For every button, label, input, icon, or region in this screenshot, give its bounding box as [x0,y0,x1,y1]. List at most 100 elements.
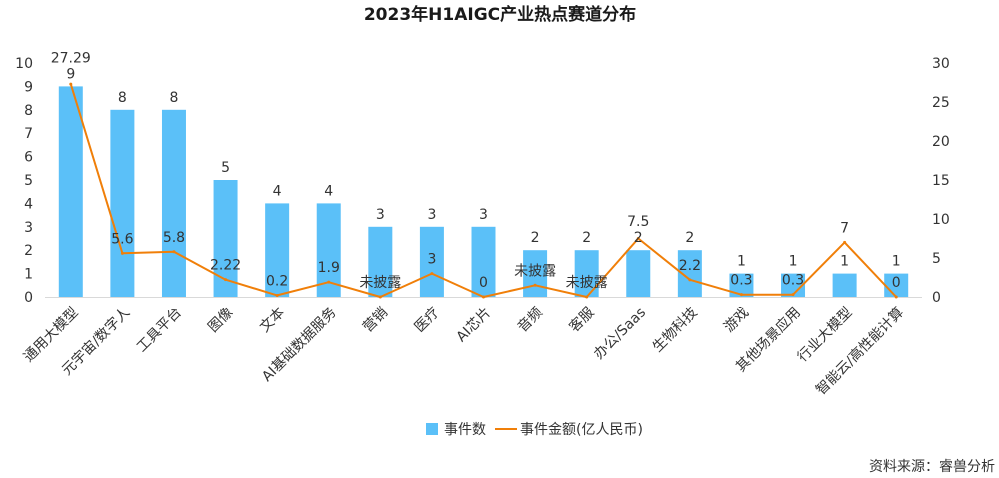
y-left-tick-label: 9 [24,79,33,95]
line-value-label: 5.6 [111,231,133,247]
bar [368,226,393,297]
y-left-tick-label: 4 [24,196,33,212]
bar-value-label: 1 [840,254,849,270]
line-value-label: 0.3 [782,273,804,289]
line-value-label: 0.3 [730,273,752,289]
line-point [636,237,640,240]
y-right-tick-label: 25 [932,95,950,111]
category-label: 生物科技 [650,305,701,356]
line-value-label: 未披露 [514,263,556,279]
bar [626,250,651,297]
line-point [791,293,795,297]
category-label: 客服 [566,304,598,336]
bar [265,203,290,297]
source-note: 资料来源：睿兽分析 [869,459,995,475]
line-value-label: 0.2 [266,273,288,289]
line-value-label: 1.9 [318,260,340,276]
line-value-label: 5.8 [163,230,185,246]
bar [161,109,186,297]
category-label: 办公/Saas [591,305,649,363]
line-point [482,295,485,299]
bar [110,109,135,297]
legend-bar-label: 事件数 [444,422,486,438]
bar-value-label: 2 [634,230,643,246]
category-label: 音频 [514,304,546,336]
bar-value-label: 3 [427,207,436,223]
bar-value-label: 1 [789,254,798,270]
bar [832,273,857,297]
bar-value-label: 4 [273,183,282,199]
legend: 事件数 事件金额(亿人民币) [426,422,643,438]
bar [419,226,444,297]
y-left-tick-label: 10 [15,56,33,72]
line-point [69,82,73,86]
category-label: 游戏 [721,305,752,336]
bar [471,226,496,297]
bar-value-label: 8 [118,90,127,106]
bar-value-label: 8 [170,90,179,106]
bar [729,273,754,297]
bar-value-label: 2 [582,230,591,246]
bar [58,86,83,298]
category-label: 图像 [205,305,236,336]
line-point [688,278,692,282]
line-value-label: 2.22 [210,258,241,274]
y-right-tick-label: 0 [932,290,941,306]
line-value-label: 未披露 [566,275,608,291]
y-right-tick-label: 15 [932,173,950,189]
y-right-tick-label: 10 [932,212,950,228]
line-point [533,283,537,287]
y-left-tick-label: 2 [24,243,33,259]
category-label: 营销 [360,305,391,336]
y-left-tick-label: 3 [24,220,33,236]
chart-title: 2023年H1AIGC产业热点赛道分布 [364,4,636,25]
category-label: AI芯片 [454,305,495,346]
line-point [172,250,176,254]
line-point [430,272,434,276]
line-value-label: 7.5 [627,214,649,230]
bar-value-label: 9 [66,66,75,82]
line-value-label: 未披露 [359,275,401,291]
bar-value-label: 1 [892,254,901,270]
data-labels: 9 8 8 5 4 4 3 3 3 2 2 2 2 1 1 1 1 27.29 5.6 5.8 2.22 0.2 1.9 未披… [51,50,901,291]
y-left-tick-label: 1 [24,267,33,283]
line-point [739,293,743,297]
bar-value-label: 2 [685,230,694,246]
y-right-tick-label: 30 [932,56,950,72]
bar-series [58,86,909,298]
line-point [275,293,279,297]
line-point [327,280,331,284]
y-left-tick-label: 0 [24,290,33,306]
bar [213,180,238,297]
y-left-tick-label: 8 [24,103,33,119]
category-label: 工具平台 [134,305,185,356]
bar-value-label: 1 [737,254,746,270]
line-value-label: 3 [427,252,436,268]
bar-value-label: 2 [531,230,540,246]
line-value-label: 27.29 [51,50,91,66]
bar-value-label: 4 [324,183,333,199]
line-point [585,295,589,299]
line-value-label: 0 [479,275,488,291]
bar [781,273,806,297]
y-right-tick-label: 5 [932,251,941,267]
legend-line-label: 事件金额(亿人民币) [520,422,643,438]
line-series [69,82,898,299]
line-value-label: 0 [892,275,901,291]
y-left-tick-label: 7 [24,126,33,142]
line-value-label: 2.2 [679,258,701,274]
legend-bar-swatch [426,423,438,435]
line-point [224,278,228,282]
line-point [378,295,382,299]
bar-value-label: 5 [221,160,230,176]
category-label: 医疗 [412,305,443,336]
bar-value-label: 3 [479,207,488,223]
line-point [894,295,898,299]
bar-value-label: 3 [376,207,385,223]
y-right-tick-label: 20 [932,134,950,150]
y-left-tick-label: 5 [24,173,33,189]
bar [523,250,548,297]
